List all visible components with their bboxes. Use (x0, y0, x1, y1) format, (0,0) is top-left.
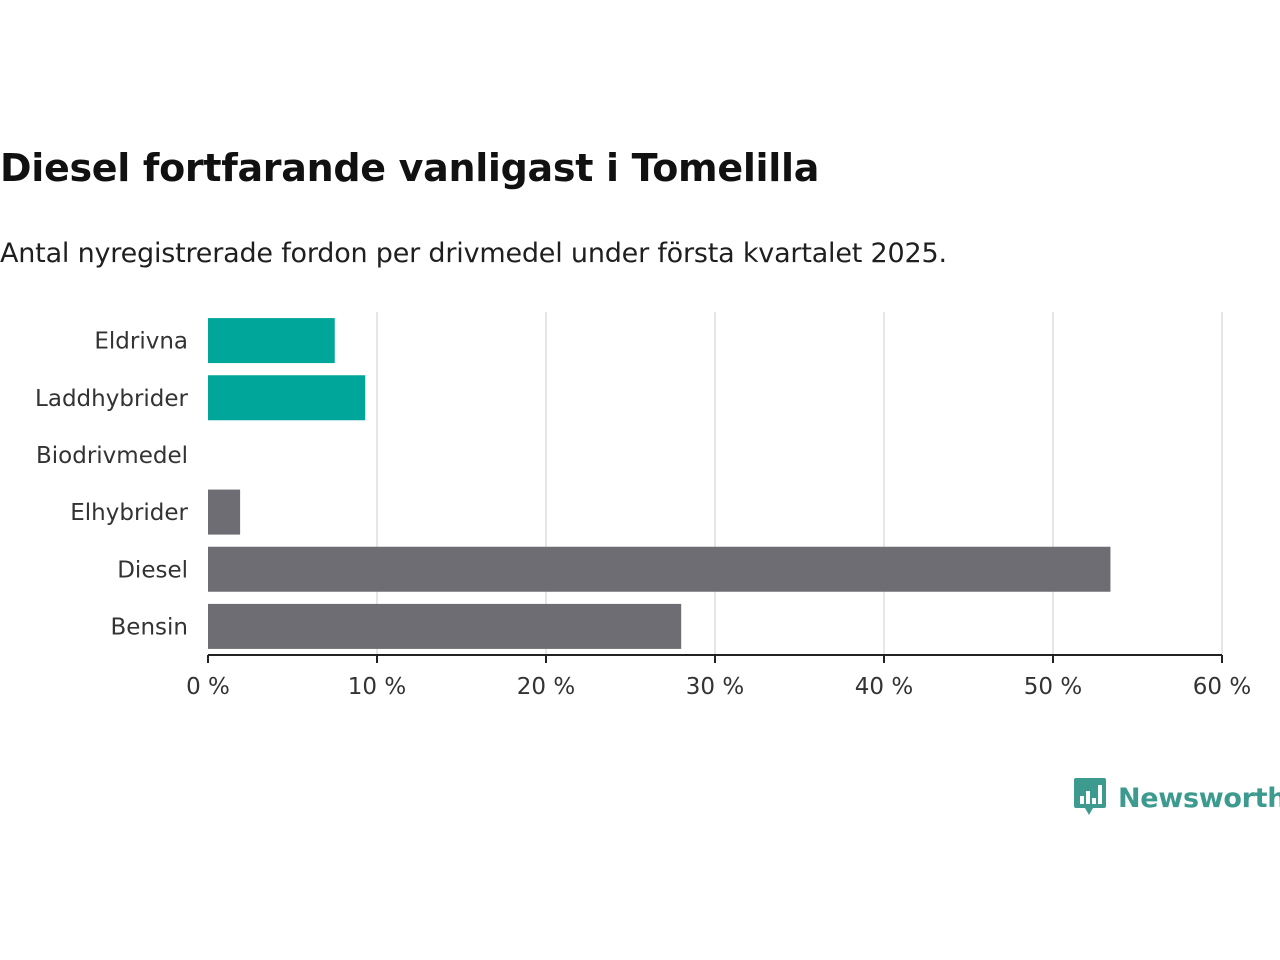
category-label: Bensin (111, 614, 188, 640)
bar-chart: Eldrivna Laddhybrider Biodrivmedel Elhybrid… (35, 312, 1251, 700)
x-tick-label: 40 % (855, 674, 913, 700)
chart-title: Diesel fortfarande vanligast i Tomelilla (0, 146, 820, 190)
bars (208, 318, 1111, 649)
category-labels: Eldrivna Laddhybrider Biodrivmedel Elhybrid… (35, 329, 188, 641)
x-tick-label: 60 % (1193, 674, 1251, 700)
category-label: Elhybrider (70, 500, 188, 526)
category-label: Biodrivmedel (36, 443, 188, 469)
category-label: Eldrivna (94, 329, 188, 355)
x-axis: 0 % 10 % 20 % 30 % 40 % 50 % 60 % (186, 654, 1251, 700)
x-tick-label: 0 % (186, 674, 230, 700)
x-tick-label: 50 % (1024, 674, 1082, 700)
bar (208, 318, 335, 364)
brand-name: Newsworthy (1118, 783, 1280, 814)
category-label: Diesel (117, 557, 188, 583)
bar (208, 603, 682, 649)
category-label: Laddhybrider (35, 386, 188, 412)
brand-logo: Newsworthy (1072, 776, 1280, 821)
bar (208, 375, 366, 421)
bar (208, 489, 241, 535)
bar (208, 546, 1111, 592)
chart-subtitle: Antal nyregistrerade fordon per drivmede… (0, 238, 947, 269)
bar-chart-speech-bubble-icon (1072, 776, 1108, 821)
gridlines (376, 312, 1223, 655)
x-tick-label: 20 % (517, 674, 575, 700)
x-tick-label: 10 % (348, 674, 406, 700)
x-tick-label: 30 % (686, 674, 744, 700)
